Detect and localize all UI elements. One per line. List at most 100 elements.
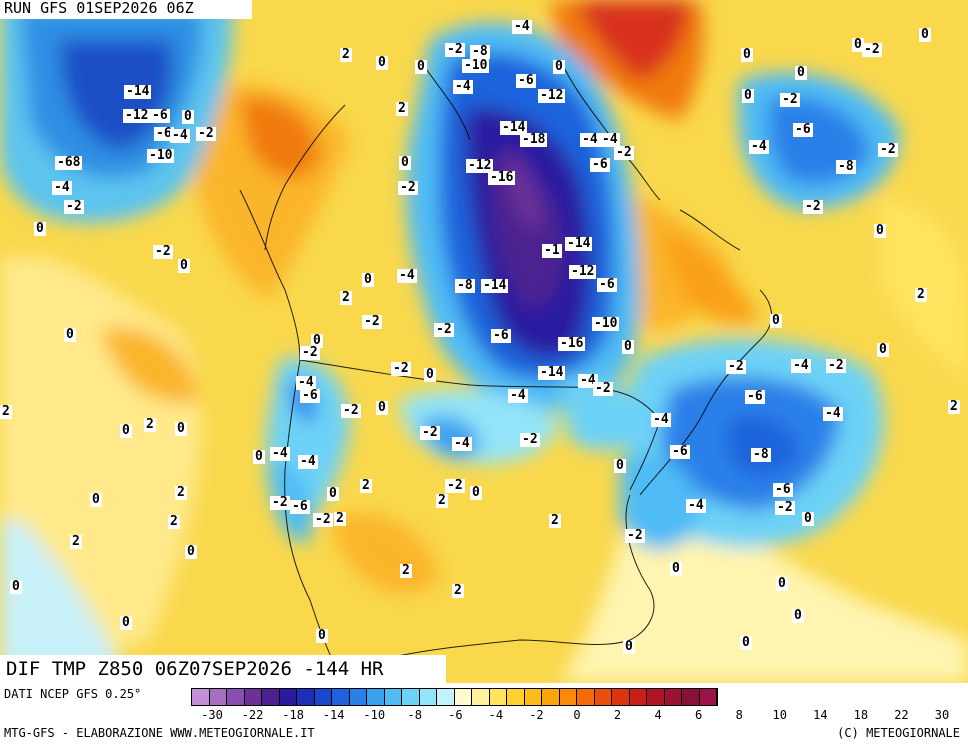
color-swatch <box>192 689 210 705</box>
contour-label: -2 <box>196 126 216 141</box>
color-swatch <box>419 689 437 705</box>
contour-label: 2 <box>436 493 448 508</box>
color-scale-tick-label: -14 <box>322 708 345 722</box>
contour-label: -2 <box>593 381 613 396</box>
contour-label: -4 <box>580 132 600 147</box>
contour-label: 0 <box>175 421 187 436</box>
contour-label: -8 <box>836 159 856 174</box>
color-swatch <box>664 689 682 705</box>
color-swatch <box>279 689 297 705</box>
contour-label: -14 <box>500 120 528 135</box>
contour-label: 0 <box>376 400 388 415</box>
contour-label: 2 <box>396 101 408 116</box>
color-swatch <box>262 689 280 705</box>
contour-label: -16 <box>558 336 586 351</box>
contour-label: -14 <box>124 84 152 99</box>
contour-label: 2 <box>400 563 412 578</box>
contour-label: -4 <box>578 373 598 388</box>
contour-label: -6 <box>150 108 170 123</box>
contour-label: 0 <box>795 65 807 80</box>
contour-label: 0 <box>770 313 782 328</box>
contour-label: 0 <box>623 639 635 654</box>
contour-label: -2 <box>520 432 540 447</box>
contour-label: -8 <box>470 44 490 59</box>
contour-label: 0 <box>10 579 22 594</box>
temperature-anomaly-map: RUN GFS 01SEP2026 06Z -2 -8 -10 -4 -4 -6 -12 0 0… <box>0 0 968 683</box>
contour-label: 0 <box>852 37 864 52</box>
contour-label: -12 <box>466 158 494 173</box>
color-scale-tick-label: -8 <box>407 708 422 722</box>
contour-label: -2 <box>445 42 465 57</box>
contour-label: 2 <box>360 478 372 493</box>
contour-label: 0 <box>802 511 814 526</box>
color-scale-tick-label: 14 <box>813 708 828 722</box>
contour-label: -2 <box>153 244 173 259</box>
contour-label: -6 <box>597 277 617 292</box>
color-scale-tick-label: -6 <box>448 708 463 722</box>
color-swatch <box>227 689 245 705</box>
contour-label: 0 <box>362 272 374 287</box>
anomaly-field <box>0 0 968 683</box>
contour-label: 2 <box>340 47 352 62</box>
color-swatch <box>402 689 420 705</box>
contour-label: -68 <box>55 155 83 170</box>
color-scale-tick-label: 4 <box>654 708 662 722</box>
color-swatch <box>629 689 647 705</box>
contour-label: 0 <box>874 223 886 238</box>
contour-label: 0 <box>376 55 388 70</box>
contour-label: -14 <box>538 365 566 380</box>
contour-label: 0 <box>614 458 626 473</box>
contour-label: 0 <box>185 544 197 559</box>
color-scale-tick-label: -2 <box>529 708 544 722</box>
contour-label: 0 <box>424 367 436 382</box>
contour-label: -2 <box>780 92 800 107</box>
contour-label: 0 <box>327 486 339 501</box>
contour-label: -4 <box>508 388 528 403</box>
color-swatch <box>454 689 472 705</box>
contour-label: -4 <box>749 139 769 154</box>
contour-label: -6 <box>670 444 690 459</box>
contour-label: -4 <box>452 436 472 451</box>
color-scale-tick-label: 8 <box>735 708 743 722</box>
contour-label: 0 <box>90 492 102 507</box>
contour-label: -4 <box>170 128 190 143</box>
contour-label: -2 <box>362 314 382 329</box>
contour-label: -4 <box>52 180 72 195</box>
contour-label: 0 <box>64 327 76 342</box>
contour-label: -2 <box>625 528 645 543</box>
color-swatch <box>682 689 700 705</box>
run-title: RUN GFS 01SEP2026 06Z <box>0 0 252 19</box>
color-scale-bar <box>191 688 718 706</box>
contour-label: -2 <box>775 500 795 515</box>
contour-label: -2 <box>434 322 454 337</box>
contour-label: -10 <box>462 58 490 73</box>
contour-label: -6 <box>290 499 310 514</box>
color-scale-tick-label: 2 <box>613 708 622 722</box>
contour-label: -1 <box>542 243 562 258</box>
contour-label: 0 <box>877 342 889 357</box>
contour-label: 0 <box>120 423 132 438</box>
contour-label: -8 <box>751 447 771 462</box>
color-scale-tick-label: -30 <box>201 708 223 722</box>
contour-label: -4 <box>296 375 316 390</box>
contour-label: -6 <box>773 482 793 497</box>
contour-label: 2 <box>452 583 464 598</box>
contour-label: -6 <box>516 73 536 88</box>
contour-label: 0 <box>120 615 132 630</box>
contour-label: -6 <box>300 388 320 403</box>
contour-label: -12 <box>569 264 597 279</box>
contour-label: -18 <box>520 132 548 147</box>
contour-label: 0 <box>919 27 931 42</box>
contour-label: 0 <box>622 339 634 354</box>
contour-label: -2 <box>726 359 746 374</box>
source-label: DATI NCEP GFS 0.25° <box>4 687 142 701</box>
contour-label: -12 <box>123 108 151 123</box>
contour-label: 0 <box>34 221 46 236</box>
contour-label: -4 <box>512 19 532 34</box>
contour-label: 0 <box>311 333 323 348</box>
color-scale-tick-label: 0 <box>573 708 581 722</box>
contour-label: -6 <box>154 126 174 141</box>
contour-label: -2 <box>878 142 898 157</box>
contour-label: -4 <box>600 132 620 147</box>
contour-label: -4 <box>397 268 417 283</box>
